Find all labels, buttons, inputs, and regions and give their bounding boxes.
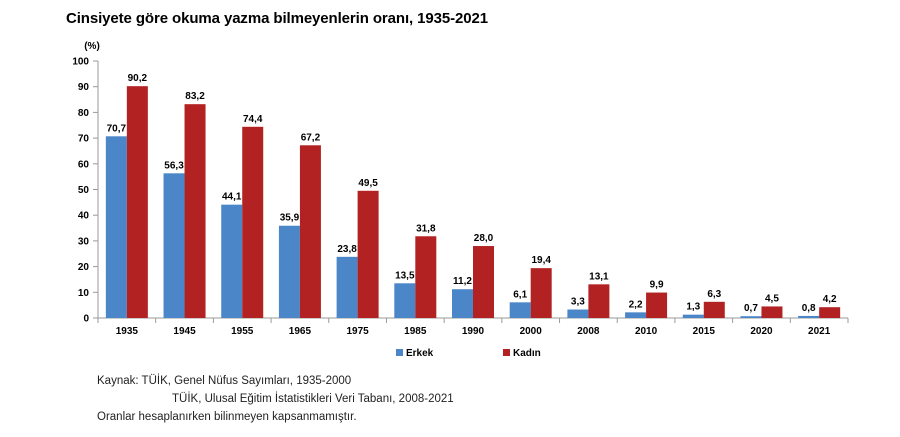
y-tick-label: 60 — [78, 159, 90, 170]
y-tick-label: 70 — [78, 134, 90, 145]
legend-swatch-kadin — [503, 349, 510, 356]
data-label-kadin: 13,1 — [589, 271, 609, 282]
y-tick-label: 20 — [78, 262, 90, 273]
source-note-1: Kaynak: TÜİK, Genel Nüfus Sayımları, 193… — [97, 375, 352, 387]
source-note-3: Oranlar hesaplanırken bilinmeyen kapsanm… — [97, 411, 357, 423]
data-label-erkek: 0,7 — [744, 303, 758, 314]
y-tick-label: 30 — [78, 236, 90, 247]
data-label-kadin: 28,0 — [474, 233, 494, 244]
legend-swatch-erkek — [396, 349, 403, 356]
data-label-erkek: 1,3 — [686, 302, 700, 313]
y-tick-label: 0 — [83, 314, 89, 325]
data-label-kadin: 4,2 — [823, 294, 837, 305]
data-label-kadin: 90,2 — [128, 73, 148, 84]
x-tick-label: 1935 — [116, 326, 139, 337]
bar-erkek — [625, 312, 647, 318]
chart-title: Cinsiyete göre okuma yazma bilmeyenlerin… — [66, 10, 488, 27]
data-label-erkek: 35,9 — [280, 213, 300, 224]
bar-erkek — [682, 314, 704, 318]
bar-kadin — [819, 307, 841, 318]
bar-kadin — [646, 292, 668, 318]
data-label-erkek: 23,8 — [337, 244, 357, 255]
bar-erkek — [452, 289, 473, 318]
bar-erkek — [221, 204, 243, 318]
x-tick-label: 2010 — [635, 326, 658, 337]
x-tick-label: 1985 — [404, 326, 427, 337]
x-tick-label: 1955 — [231, 326, 254, 337]
bar-kadin — [703, 301, 725, 318]
bar-kadin — [473, 246, 494, 318]
y-tick-label: 80 — [78, 108, 90, 119]
data-label-kadin: 19,4 — [531, 255, 551, 266]
data-label-kadin: 83,2 — [185, 91, 205, 102]
data-label-kadin: 49,5 — [358, 178, 378, 189]
data-label-kadin: 67,2 — [301, 132, 321, 143]
bar-erkek — [336, 256, 358, 318]
bar-kadin — [415, 236, 437, 318]
y-tick-label: 40 — [78, 211, 90, 222]
bar-kadin — [530, 268, 552, 318]
source-notes: Kaynak: TÜİK, Genel Nüfus Sayımları, 193… — [97, 372, 454, 426]
data-label-erkek: 0,8 — [802, 303, 816, 314]
bar-erkek — [740, 316, 762, 318]
data-label-erkek: 44,1 — [222, 192, 242, 203]
data-label-erkek: 13,5 — [395, 270, 415, 281]
bar-kadin — [357, 190, 379, 318]
x-tick-label: 1975 — [346, 326, 369, 337]
data-label-erkek: 70,7 — [107, 123, 127, 134]
y-tick-label: 90 — [78, 82, 90, 93]
x-tick-label: 2015 — [693, 326, 716, 337]
bar-erkek — [278, 225, 300, 318]
bar-kadin — [588, 284, 610, 318]
bar-kadin — [126, 86, 148, 318]
data-label-erkek: 2,2 — [629, 299, 643, 310]
data-label-kadin: 4,5 — [765, 293, 779, 304]
data-label-kadin: 31,8 — [416, 223, 436, 234]
legend-label-erkek: Erkek — [406, 348, 434, 359]
bar-erkek — [567, 309, 589, 318]
source-note-2: TÜİK, Ulusal Eğitim İstatistikleri Veri … — [172, 393, 454, 405]
data-label-erkek: 6,1 — [513, 289, 527, 300]
bar-erkek — [509, 302, 531, 318]
x-tick-label: 2020 — [750, 326, 773, 337]
y-tick-label: 100 — [72, 57, 89, 68]
x-tick-label: 1990 — [462, 326, 485, 337]
data-label-kadin: 6,3 — [707, 289, 721, 300]
x-tick-label: 2008 — [577, 326, 600, 337]
x-tick-label: 1945 — [173, 326, 196, 337]
data-label-erkek: 11,2 — [453, 276, 472, 287]
bar-kadin — [761, 306, 783, 318]
x-tick-label: 2021 — [808, 326, 831, 337]
y-tick-label: 50 — [78, 185, 90, 196]
data-label-erkek: 56,3 — [164, 160, 184, 171]
bar-erkek — [105, 136, 127, 318]
bar-erkek — [163, 173, 185, 318]
y-axis-unit-label: (%) — [84, 41, 100, 52]
bar-kadin — [299, 145, 321, 318]
x-tick-label: 2000 — [520, 326, 543, 337]
bar-erkek — [394, 283, 416, 318]
data-label-kadin: 9,9 — [650, 280, 664, 291]
bar-kadin — [184, 104, 206, 319]
bar-erkek — [798, 315, 820, 318]
y-tick-label: 10 — [78, 288, 90, 299]
data-label-erkek: 3,3 — [571, 297, 585, 308]
legend-label-kadin: Kadın — [513, 348, 541, 359]
data-label-kadin: 74,4 — [243, 114, 263, 125]
bar-kadin — [242, 126, 264, 319]
x-tick-label: 1965 — [289, 326, 312, 337]
